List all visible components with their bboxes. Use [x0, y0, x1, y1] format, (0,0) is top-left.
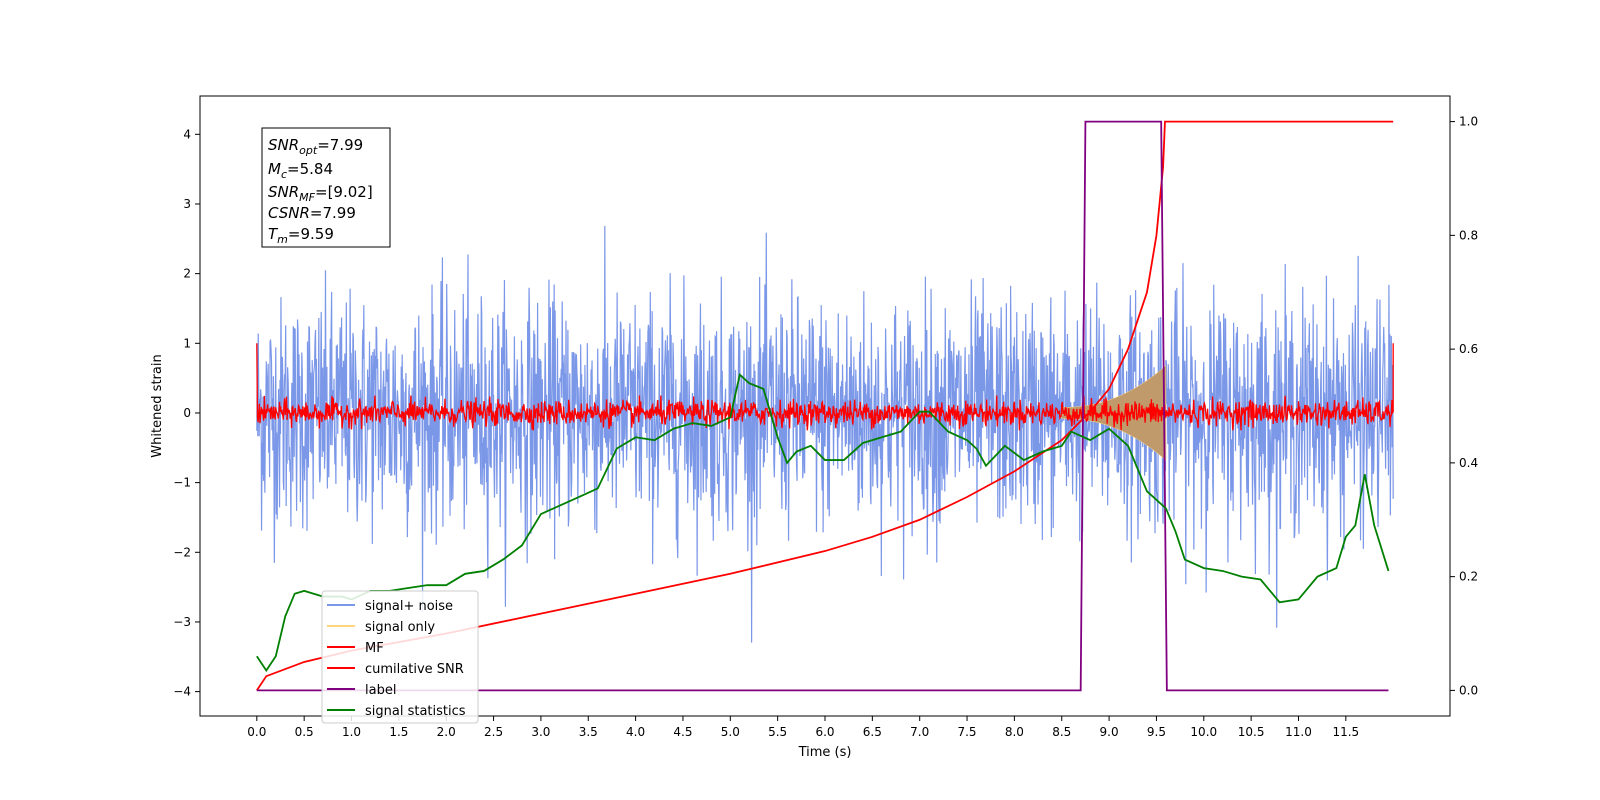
y-tick-label-left: −1 — [173, 476, 191, 490]
x-axis: 0.0 0.5 1.0 1.5 2.0 2.5 3.0 3.5 4.0 4.5 5.0 5.5 6.0 6… — [247, 716, 1359, 739]
x-tick-label: 4.5 — [673, 725, 692, 739]
legend-label-mf: MF — [365, 641, 384, 656]
x-tick-label: 5.5 — [768, 725, 787, 739]
x-tick-label: 7.0 — [910, 725, 929, 739]
x-tick-label: 2.0 — [437, 725, 456, 739]
y-tick-label-left: −2 — [173, 545, 191, 559]
y-tick-label-right: 0.4 — [1459, 456, 1478, 470]
x-tick-label: 8.0 — [1005, 725, 1024, 739]
y-tick-label-left: −3 — [173, 615, 191, 629]
y-axis-left: 4 3 2 1 0 −1 −2 −3 −4 — [173, 127, 200, 699]
y-tick-label-right: 0.2 — [1459, 570, 1478, 584]
x-tick-label: 4.0 — [626, 725, 645, 739]
y-tick-label-left: 1 — [183, 336, 191, 350]
x-tick-label: 0.5 — [295, 725, 314, 739]
x-tick-label: 11.0 — [1285, 725, 1312, 739]
y-tick-label-left: 0 — [183, 406, 191, 420]
label-line — [256, 120, 1389, 692]
annotation-mc: Mc=5.84 — [268, 160, 333, 181]
x-axis-label: Time (s) — [798, 745, 852, 760]
y-tick-label-right: 0.8 — [1459, 228, 1478, 242]
annotation-tm: Tm=9.59 — [268, 225, 334, 246]
y-tick-label-left: 4 — [183, 127, 191, 141]
x-tick-label: 1.0 — [342, 725, 361, 739]
legend-label-noise: signal+ noise — [365, 599, 453, 614]
x-tick-label: 6.0 — [815, 725, 834, 739]
annotation-box: SNRopt=7.99 Mc=5.84 SNRMF=[9.02] CSNR=7.… — [261, 127, 391, 248]
annotation-snr-mf: SNRMF=[9.02] — [268, 183, 373, 204]
x-tick-label: 3.0 — [531, 725, 550, 739]
mf-trace — [256, 343, 1394, 431]
y-axis-right: 1.0 0.8 0.6 0.4 0.2 0.0 — [1450, 115, 1478, 697]
legend: signal+ noise signal only MF cumilative … — [321, 590, 479, 724]
y-tick-label-left: 2 — [183, 267, 191, 281]
x-tick-label: 9.5 — [1147, 725, 1166, 739]
y-tick-label-right: 1.0 — [1459, 115, 1478, 129]
x-tick-label: 10.0 — [1190, 725, 1217, 739]
noise-series — [256, 225, 1394, 643]
x-tick-label: 9.0 — [1100, 725, 1119, 739]
x-tick-label: 0.0 — [247, 725, 266, 739]
legend-label-signal: signal only — [365, 620, 435, 635]
x-tick-label: 11.5 — [1332, 725, 1359, 739]
legend-label-label: label — [365, 683, 396, 698]
x-tick-label: 3.5 — [579, 725, 598, 739]
y-tick-label-left: 3 — [183, 197, 191, 211]
x-tick-label: 5.0 — [721, 725, 740, 739]
y-axis-label: Whitened strain — [150, 354, 165, 457]
annotation-snr-opt: SNRopt=7.99 — [268, 136, 363, 157]
legend-frame — [321, 590, 479, 724]
legend-label-stats: signal statistics — [365, 704, 466, 719]
x-tick-label: 10.5 — [1238, 725, 1265, 739]
annotation-frame — [261, 127, 391, 248]
x-tick-label: 6.5 — [863, 725, 882, 739]
y-tick-label-right: 0.0 — [1459, 683, 1478, 697]
x-tick-label: 2.5 — [484, 725, 503, 739]
noise-trace — [256, 225, 1394, 643]
x-tick-label: 8.5 — [1052, 725, 1071, 739]
x-tick-label: 1.5 — [389, 725, 408, 739]
mf-series — [256, 343, 1394, 431]
signal-statistics-line — [256, 373, 1390, 673]
y-tick-label-right: 0.6 — [1459, 342, 1478, 356]
legend-label-csnr: cumilative SNR — [365, 662, 464, 677]
annotation-csnr: CSNR=7.99 — [268, 204, 356, 222]
y-tick-label-left: −4 — [173, 685, 191, 699]
x-tick-label: 7.5 — [957, 725, 976, 739]
